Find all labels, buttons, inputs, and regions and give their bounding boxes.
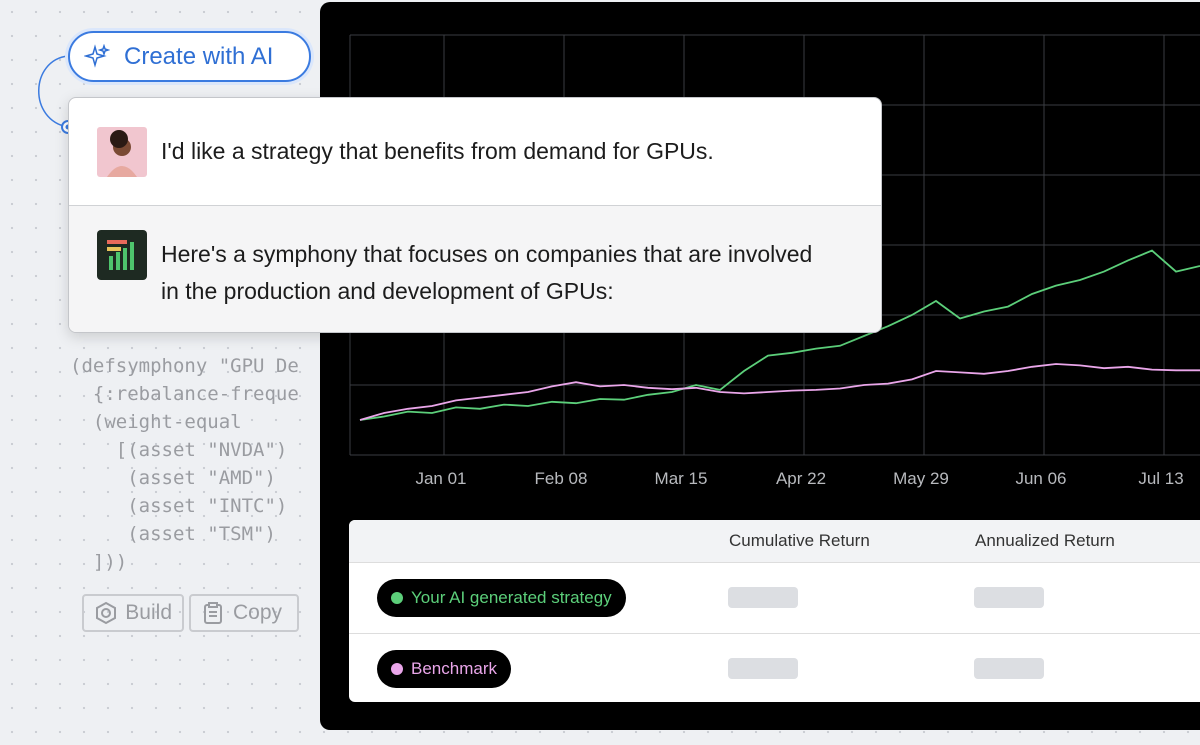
code-line: (defsymphony "GPU De [70,355,299,377]
table-body: Your AI generated strategy Benchmark [349,563,1200,702]
placeholder [974,587,1044,608]
sparkle-icon [84,43,110,68]
code-line: ])) [70,551,128,573]
x-tick-label: Jan 01 [415,469,466,488]
code-line: [(asset "NVDA") [70,439,288,461]
column-header[interactable]: Annualized Return [975,531,1115,550]
series-pill[interactable]: Benchmark [377,650,511,688]
x-tick-label: Jun 06 [1015,469,1066,488]
code-line: {:rebalance-freque [70,383,299,405]
assistant-row: Here's a symphony that focuses on compan… [69,206,881,332]
series-line [359,363,1200,421]
button-label: Create with AI [124,42,274,70]
code-line: (asset "INTC") [70,495,288,517]
series-name: Benchmark [411,659,497,678]
user-row: I'd like a strategy that benefits from d… [69,98,881,206]
code-line: (asset "AMD") [70,467,276,489]
series-pill[interactable]: Your AI generated strategy [377,579,626,617]
table-row: Your AI generated strategy [349,563,1200,634]
create-with-ai-button[interactable]: Create with AI [68,31,311,82]
copy-icon [204,602,222,624]
x-tick-label: Mar 15 [655,469,708,488]
x-tick-label: May 29 [893,469,949,488]
user-avatar [97,126,147,177]
x-tick-label: Apr 22 [776,469,826,488]
code-line: (weight-equal [70,411,242,433]
table-header: Cumulative Return Annualized Return [349,520,1200,563]
user-message: I'd like a strategy that benefits from d… [161,138,714,164]
button-label: Copy [233,601,283,624]
series-line [359,249,1200,421]
assistant-message: Here's a symphony that focuses on compan… [161,241,813,304]
placeholder [974,658,1044,679]
table-row: Benchmark [349,634,1200,702]
column-header[interactable]: Cumulative Return [729,531,870,550]
build-icon [96,601,116,625]
x-tick-label: Jul 13 [1138,469,1183,488]
placeholder [728,587,798,608]
placeholder [728,658,798,679]
assistant-icon [97,230,147,280]
build-button[interactable]: Build [82,594,184,632]
series-name: Your AI generated strategy [411,588,612,607]
legend-dot [391,592,403,604]
code-block: (defsymphony "GPU De {:rebalance-freque … [70,352,299,576]
results-table: Cumulative Return Annualized Return Your… [349,520,1200,702]
copy-button[interactable]: Copy [189,594,299,632]
code-line: (asset "TSM") [70,523,276,545]
chat-card: I'd like a strategy that benefits from d… [68,97,882,333]
legend-dot [391,663,403,675]
button-label: Build [125,601,172,624]
x-tick-label: Feb 08 [535,469,588,488]
